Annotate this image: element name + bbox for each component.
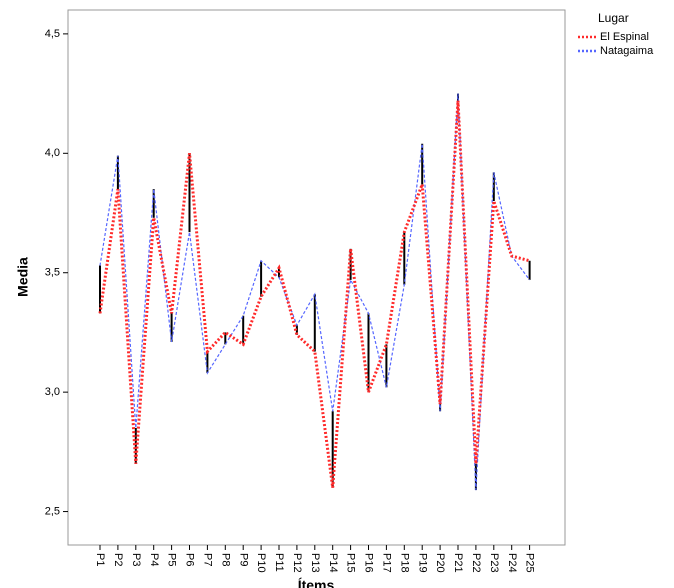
x-tick-label: P15 — [345, 553, 357, 573]
y-tick-label: 4,5 — [45, 28, 60, 40]
x-tick-label: P14 — [327, 553, 339, 573]
x-tick-label: P23 — [488, 553, 500, 573]
x-tick-label: P12 — [291, 553, 303, 573]
x-tick-label: P7 — [201, 553, 213, 566]
x-tick-label: P6 — [184, 553, 196, 566]
x-tick-label: P22 — [470, 553, 482, 573]
x-tick-label: P16 — [363, 553, 375, 573]
x-tick-label: P18 — [398, 553, 410, 573]
x-tick-label: P1 — [94, 553, 106, 566]
legend-label: El Espinal — [600, 31, 649, 43]
series-line — [99, 93, 531, 491]
y-tick-label: 4,0 — [45, 147, 60, 159]
y-tick-label: 2,5 — [45, 505, 60, 517]
x-tick-label: P11 — [273, 553, 285, 572]
legend-title: Lugar — [598, 11, 629, 25]
x-tick-label: P10 — [255, 553, 267, 573]
x-tick-label: P25 — [524, 553, 536, 573]
plot-area — [67, 9, 566, 546]
y-tick-label: 3,0 — [45, 386, 60, 398]
x-axis-title: Ítems — [298, 577, 335, 588]
x-tick-label: P8 — [219, 553, 231, 566]
x-tick-label: P3 — [130, 553, 142, 566]
x-tick-label: P2 — [112, 553, 124, 566]
x-tick-label: P20 — [434, 553, 446, 573]
y-tick-label: 3,5 — [45, 267, 60, 279]
y-axis-title: Media — [15, 257, 31, 297]
x-tick-label: P21 — [452, 553, 464, 573]
legend-label: Natagaima — [600, 45, 654, 57]
x-tick-label: P19 — [416, 553, 428, 573]
x-tick-label: P17 — [380, 553, 392, 573]
x-tick-label: P5 — [166, 553, 178, 566]
x-tick-label: P4 — [148, 553, 160, 566]
x-tick-label: P13 — [309, 553, 321, 573]
x-tick-label: P24 — [506, 553, 518, 573]
x-tick-label: P9 — [237, 553, 249, 566]
series-line — [98, 100, 530, 488]
